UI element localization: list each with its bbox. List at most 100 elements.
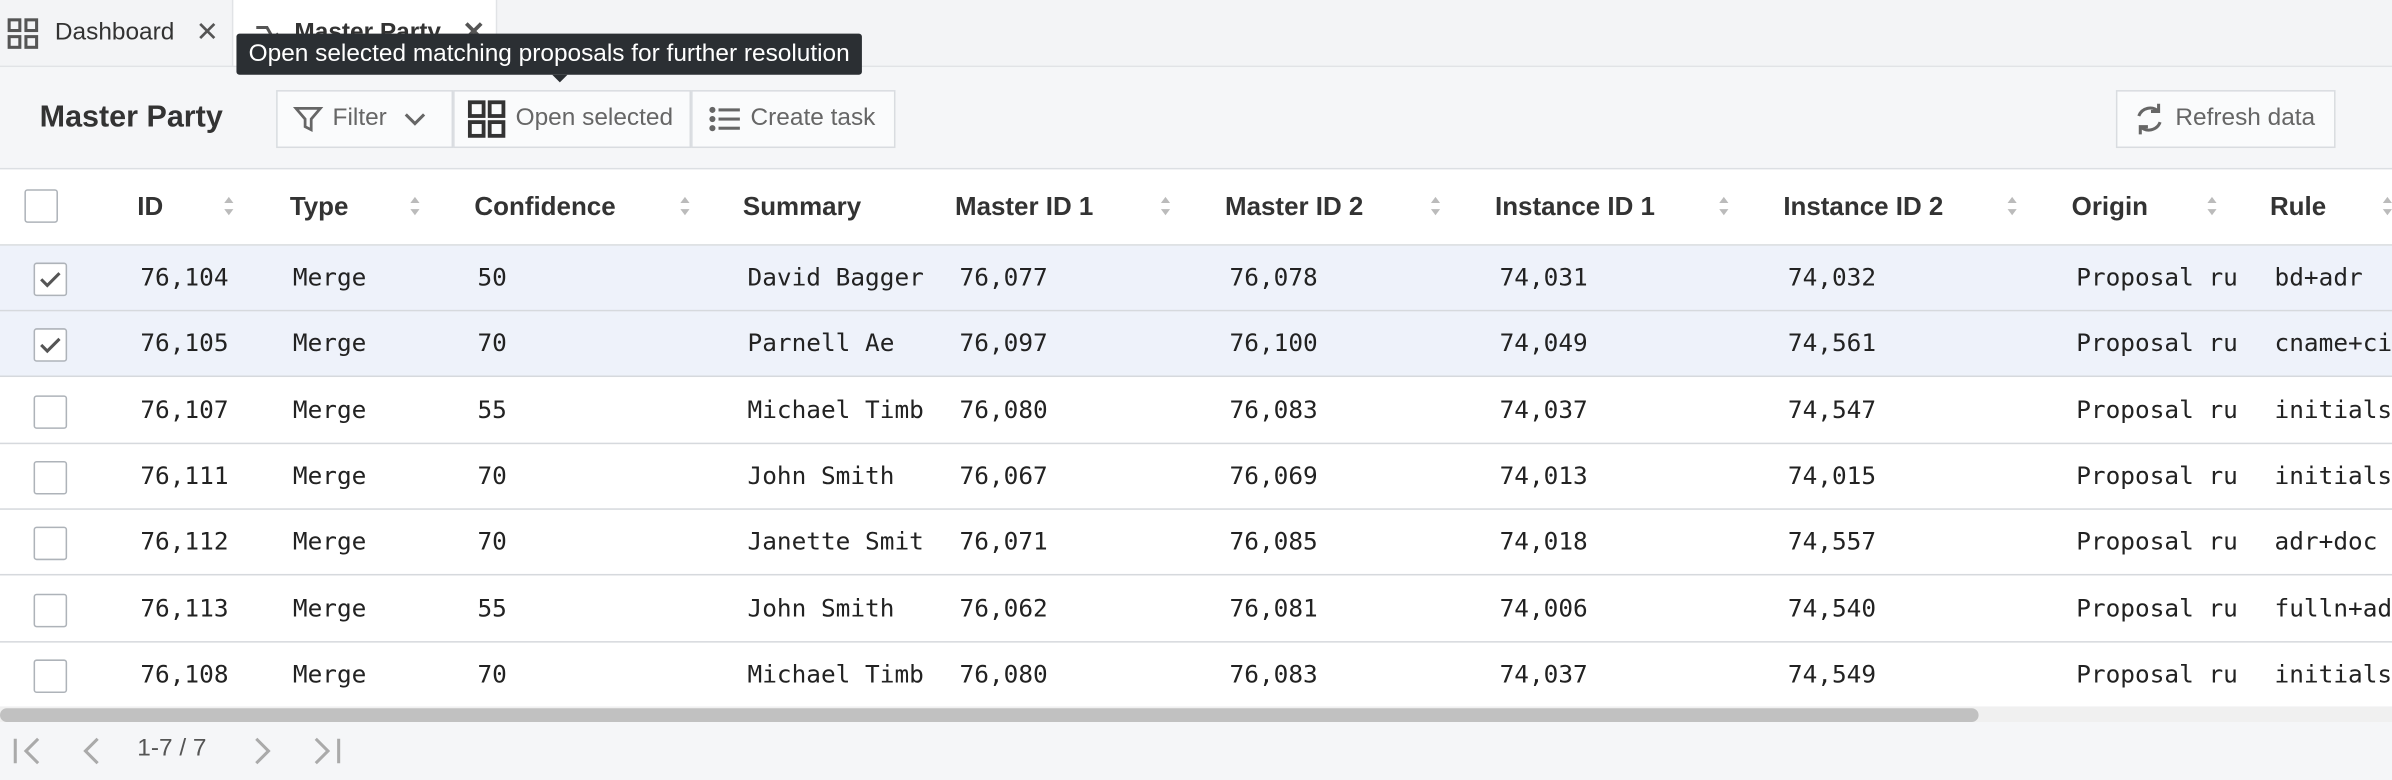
table-cell: 76,077 [959,262,1048,292]
filter-button[interactable]: Filter [276,90,454,149]
table-cell: 76,062 [959,593,1048,623]
table-cell: 76,104 [140,262,229,292]
table-cell: 74,547 [1787,394,1877,424]
sort-icon[interactable] [2006,195,2018,216]
pager: 1-7 / 7 [0,721,2392,780]
table-cell: 76,078 [1229,262,1318,292]
grid-icon [467,100,506,138]
table-cell: Merge [292,526,367,556]
table-cell: 70 [477,659,507,689]
row-checkbox[interactable] [33,526,68,561]
tab[interactable]: Dashboard ✕ [0,0,234,66]
table-cell: 76,085 [1229,526,1318,556]
table-cell: 76,081 [1229,593,1318,623]
table-row: 76,105 Merge 70 Parnell Ae 76,097 76,100 74,04… [0,311,2392,378]
create-task-button[interactable]: Create task [691,90,896,149]
table-row: 76,112 Merge 70 Janette Smit 76,071 76,085 74,… [0,510,2392,576]
table-cell: 74,032 [1787,262,1877,292]
table-cell: Merge [292,262,367,292]
column-header: ID [137,192,164,222]
table-cell: 74,549 [1787,659,1877,689]
button-label: Refresh data [2175,105,2316,132]
table-row: 76,108 Merge 70 Michael Timb 76,080 76,083 74,… [0,642,2392,708]
table-cell: 76,069 [1229,460,1318,490]
table-cell: Proposal ru [2076,394,2238,424]
toolbar: Master Party Filter Open selected Create… [0,67,2392,170]
table-cell: 70 [477,328,507,358]
table-cell: Parnell Ae [747,328,895,358]
table-cell: 74,006 [1499,593,1588,623]
table-row: 76,107 Merge 55 Michael Timb 76,080 76,083 74,… [0,378,2392,444]
sort-icon[interactable] [409,195,421,216]
table-cell: 55 [477,394,507,424]
table-cell: 76,111 [140,460,229,490]
table-cell: 76,108 [140,659,229,689]
table-cell: 76,105 [140,328,229,358]
table-cell: 74,031 [1499,262,1588,292]
column-header: Confidence [474,192,616,222]
select-all-checkbox[interactable] [24,189,58,223]
table-cell: 76,083 [1229,394,1318,424]
column-header: Rule [2269,192,2327,222]
sort-icon[interactable] [2206,195,2218,216]
column-header: Type [289,192,349,222]
column-header: Instance ID 2 [1783,192,1944,222]
table-cell: 74,015 [1787,460,1877,490]
tooltip: Open selected matching proposals for fur… [236,33,862,83]
refresh-button[interactable]: Refresh data [2115,90,2336,149]
page-info: 1-7 / 7 [137,735,207,762]
table-cell: initials [2274,460,2392,490]
close-tab[interactable]: ✕ [195,16,219,48]
table-cell: 76,080 [959,659,1048,689]
table-cell: Michael Timb [747,659,924,689]
table-cell: Merge [292,460,367,490]
table-cell: Proposal ru [2076,460,2238,490]
table-cell: 50 [477,262,507,292]
sort-icon[interactable] [1718,195,1730,216]
table-cell: 76,107 [140,394,229,424]
column-header: Master ID 1 [954,192,1094,222]
row-checkbox[interactable] [33,328,68,363]
open-selected-button[interactable]: Open selected [453,90,692,149]
column-header: Master ID 2 [1224,192,1364,222]
table-cell: 76,083 [1229,659,1318,689]
button-label: Filter [332,105,387,132]
sort-icon[interactable] [1429,195,1441,216]
sort-icon[interactable] [679,195,691,216]
table-header: ID Type Confidence Summary Master ID 1 Master… [0,169,2392,246]
table-cell: initials [2274,394,2392,424]
table-cell: Proposal ru [2076,593,2238,623]
table-cell: 76,080 [959,394,1048,424]
tab-label: Dashboard [54,19,175,46]
table-cell: 74,013 [1499,460,1588,490]
sort-icon[interactable] [2381,195,2392,216]
table-cell: 76,067 [959,460,1048,490]
table-row: 76,113 Merge 55 John Smith 76,062 76,081 74,00… [0,576,2392,642]
table-cell: cname+ci [2274,328,2392,358]
refresh-icon [2137,103,2162,135]
row-checkbox[interactable] [33,460,68,495]
row-checkbox[interactable] [33,593,68,627]
table-cell: 74,561 [1787,328,1877,358]
table-cell: 55 [477,593,507,623]
table-cell: 70 [477,460,507,490]
sort-icon[interactable] [223,195,235,216]
scroll-thumb[interactable] [0,708,1979,722]
table-cell: Proposal ru [2076,659,2238,689]
table-cell: David Bagger [747,262,924,292]
horizontal-scrollbar[interactable] [0,706,2392,722]
row-checkbox[interactable] [33,394,68,429]
table-cell: 76,100 [1229,328,1318,358]
table-cell: Proposal ru [2076,526,2238,556]
table-cell: Michael Timb [747,394,924,424]
table-cell: 76,112 [140,526,229,556]
dashboard-icon [7,17,39,49]
table-cell: Merge [292,593,367,623]
sort-icon[interactable] [1159,195,1171,216]
row-checkbox[interactable] [33,262,68,297]
row-checkbox[interactable] [33,659,68,693]
table-cell: 74,557 [1787,526,1877,556]
view-title: Master Party [39,100,223,135]
